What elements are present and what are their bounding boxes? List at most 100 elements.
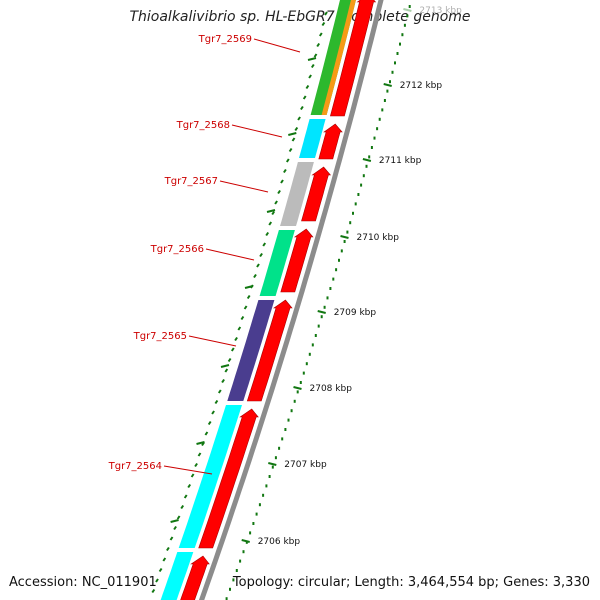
gene-block [280, 162, 314, 226]
inner-tick [190, 473, 195, 478]
inner-tick [214, 399, 219, 405]
ruler-dot [349, 221, 352, 225]
ruler-dot [340, 249, 343, 253]
ruler-dot [399, 42, 401, 46]
inner-tick [262, 242, 267, 247]
inner-tick [300, 105, 304, 111]
inner-tick [259, 252, 263, 258]
inner-tick [288, 147, 293, 153]
gene-block [259, 230, 295, 296]
ruler-dot [357, 193, 360, 196]
inner-tick [197, 452, 202, 457]
ruler-dot [352, 211, 354, 215]
ruler-dot [252, 522, 255, 525]
cds-arrow [180, 555, 210, 600]
inner-tick [316, 42, 321, 48]
kbp-tick [241, 539, 250, 543]
genome-summary: Topology: circular; Length: 3,464,554 bp… [232, 575, 590, 590]
outer-tick-track [225, 5, 412, 600]
inner-major-tick [196, 441, 205, 445]
gene-block [227, 300, 275, 401]
cds-track [180, 0, 377, 600]
gene-label: Tgr7_2568 [176, 120, 230, 131]
ruler-dot [346, 230, 349, 234]
inner-tick [274, 200, 278, 205]
ruler-dot [308, 352, 311, 356]
ruler-dot [268, 475, 271, 478]
inner-tick [246, 294, 251, 300]
ruler-dot [403, 23, 406, 27]
ruler-dot [271, 465, 274, 469]
ruler-dot [242, 550, 245, 554]
ruler-dot [343, 240, 346, 243]
cds-arrow [246, 299, 293, 402]
inner-tick [318, 32, 323, 37]
inner-tick [204, 431, 209, 436]
ruler-dot [383, 99, 386, 102]
inner-tick [302, 95, 307, 100]
inner-tick [183, 494, 188, 499]
gene-label-leader [231, 124, 283, 138]
ruler-dot [373, 136, 376, 140]
gene-label-leader [253, 38, 301, 53]
backbone-ring [198, 0, 384, 600]
inner-tick [268, 221, 273, 226]
gene-label-leader [188, 335, 237, 347]
ruler-dot [368, 155, 371, 159]
inner-tick [256, 263, 260, 268]
ruler-dot [370, 146, 373, 149]
ruler-dot [406, 14, 409, 18]
ruler-dot [225, 597, 228, 600]
ruler-dot [360, 183, 363, 187]
inner-tick [310, 63, 315, 69]
ruler-dot [381, 108, 384, 112]
ruler-dot [281, 437, 284, 441]
ruler-dot [311, 343, 314, 347]
inner-major-tick [220, 364, 230, 368]
kbp-label: 2713 kbp [419, 6, 462, 16]
ruler-dot [338, 258, 340, 262]
ruler-dot [320, 315, 323, 319]
ruler-dot [262, 493, 265, 497]
ruler-dot [326, 296, 329, 300]
kbp-label: 2708 kbp [310, 384, 353, 394]
inner-tick [265, 231, 270, 237]
ruler-dot [299, 381, 302, 384]
ruler-dot [354, 202, 357, 206]
cds-arrow [318, 123, 343, 160]
inner-tick [297, 116, 301, 121]
ruler-dot [305, 362, 308, 366]
ruler-dot [302, 371, 305, 375]
cds-arrow [280, 228, 314, 293]
ruler-dot [274, 456, 277, 460]
cds-arrow [198, 408, 259, 549]
inner-major-tick [266, 209, 276, 213]
ruler-dot [389, 80, 391, 84]
inner-tick [169, 536, 174, 541]
ruler-dot [293, 399, 296, 403]
inner-major-tick [307, 57, 317, 61]
inner-tick [253, 273, 257, 279]
gene-labels: Tgr7_2569 Tgr7_2568 Tgr7_2567 Tgr7_2566 Tgr7… [108, 34, 301, 475]
ruler-dot [314, 334, 317, 337]
inner-tick [187, 483, 192, 489]
gene-label: Tgr7_2567 [164, 176, 218, 187]
inner-tick [240, 315, 245, 321]
gene-label: Tgr7_2566 [150, 244, 204, 255]
inner-tick [173, 525, 177, 531]
inner-tick [280, 179, 284, 184]
cds-arrow [330, 0, 377, 117]
ruler-dot [394, 61, 396, 65]
inner-tick [308, 74, 312, 79]
inner-tick [230, 347, 235, 352]
kbp-tick [268, 462, 277, 466]
map-title: Thioalkalivibrio sp. HL-EbGR7, complete … [129, 9, 471, 25]
gene-label: Tgr7_2565 [133, 331, 187, 342]
ruler-dot [391, 70, 394, 74]
inner-tick [227, 357, 232, 363]
ruler-dot [229, 587, 231, 591]
inner-tick [313, 53, 318, 58]
inner-tick [224, 368, 229, 373]
gene-label-leader [219, 180, 269, 193]
inner-tick [243, 305, 248, 310]
